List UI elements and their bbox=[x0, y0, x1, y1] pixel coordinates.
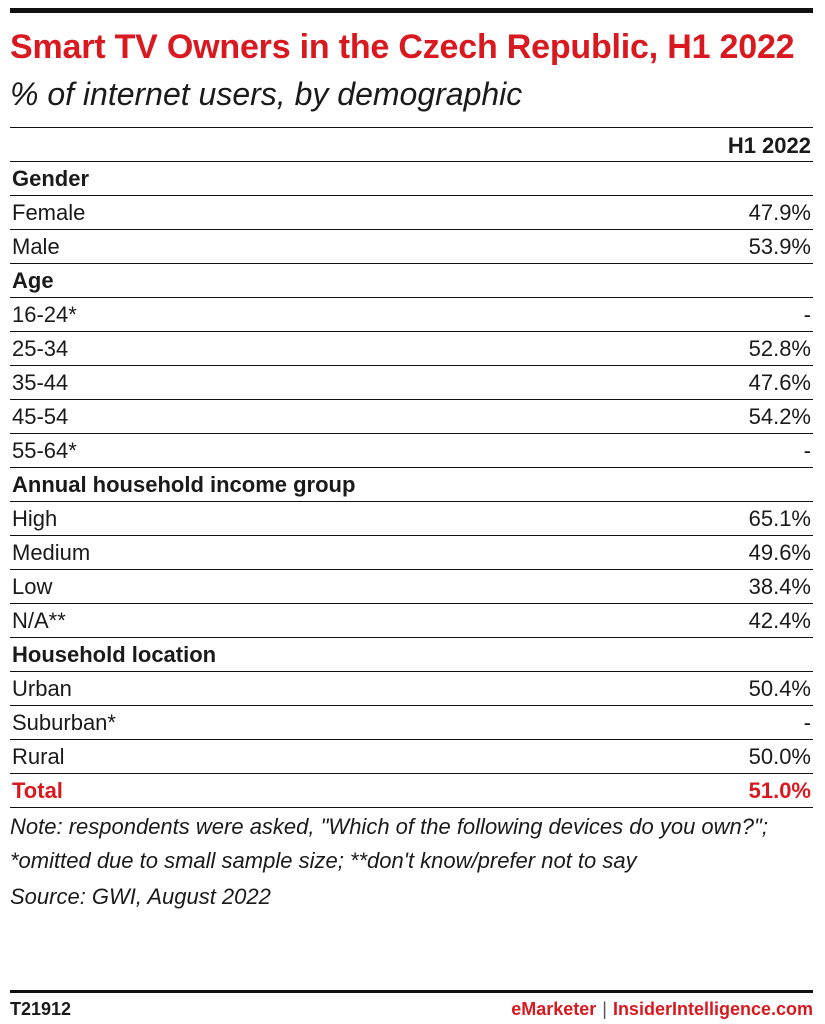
row-value: - bbox=[803, 302, 811, 327]
table-row: Rural 50.0% bbox=[10, 739, 813, 773]
table-row: 25-34 52.8% bbox=[10, 331, 813, 365]
chart-code: T21912 bbox=[10, 999, 72, 1019]
row-value: 38.4% bbox=[748, 574, 811, 599]
row-value: 47.9% bbox=[748, 200, 811, 225]
brand-separator: | bbox=[602, 999, 607, 1019]
row-value: 49.6% bbox=[748, 540, 811, 565]
row-label: High bbox=[12, 506, 58, 531]
note-text: Note: respondents were asked, "Which of … bbox=[10, 814, 768, 873]
row-value: - bbox=[803, 710, 811, 735]
table-row: Female 47.9% bbox=[10, 195, 813, 229]
group-label: Household location bbox=[12, 642, 217, 667]
group-header-row: Household location bbox=[10, 637, 813, 671]
table-row: 16-24* - bbox=[10, 297, 813, 331]
row-label: Low bbox=[12, 574, 53, 599]
source-text: Source: GWI, August 2022 bbox=[10, 884, 271, 909]
brand-emarketer: eMarketer bbox=[511, 999, 597, 1019]
total-value: 51.0% bbox=[748, 778, 811, 803]
table-row: 45-54 54.2% bbox=[10, 399, 813, 433]
row-label: Female bbox=[12, 200, 86, 225]
chart-subtitle: % of internet users, by demographic bbox=[10, 76, 523, 112]
table-row: Suburban* - bbox=[10, 705, 813, 739]
row-value: 54.2% bbox=[748, 404, 811, 429]
top-rule bbox=[10, 8, 813, 13]
total-row: Total 51.0% bbox=[10, 773, 813, 807]
row-label: Male bbox=[12, 234, 60, 259]
row-label: Medium bbox=[12, 540, 91, 565]
chart-container: Smart TV Owners in the Czech Republic, H… bbox=[10, 0, 813, 914]
column-header: H1 2022 bbox=[727, 133, 811, 158]
row-label: Suburban* bbox=[12, 710, 116, 735]
row-value: 47.6% bbox=[748, 370, 811, 395]
column-header-row: H1 2022 bbox=[10, 127, 813, 161]
row-label: 35-44 bbox=[12, 370, 69, 395]
group-label: Gender bbox=[12, 166, 90, 191]
group-header-row: Annual household income group bbox=[10, 467, 813, 501]
group-header-row: Age bbox=[10, 263, 813, 297]
table-row: Urban 50.4% bbox=[10, 671, 813, 705]
row-label: N/A** bbox=[12, 608, 66, 633]
row-value: 52.8% bbox=[748, 336, 811, 361]
row-label: 55-64* bbox=[12, 438, 77, 463]
table-body: Gender Female 47.9% Male 53.9% Age 16-24* - 25-3… bbox=[10, 161, 813, 773]
row-label: Urban bbox=[12, 676, 72, 701]
total-label: Total bbox=[12, 778, 63, 803]
note-rule bbox=[10, 807, 813, 808]
row-label: 16-24* bbox=[12, 302, 77, 327]
table-row: High 65.1% bbox=[10, 501, 813, 535]
group-label: Annual household income group bbox=[12, 472, 356, 497]
row-label: 25-34 bbox=[12, 336, 69, 361]
row-label: 45-54 bbox=[12, 404, 69, 429]
table-row: Medium 49.6% bbox=[10, 535, 813, 569]
brand: eMarketer | InsiderIntelligence.com bbox=[511, 999, 813, 1020]
table-row: Low 38.4% bbox=[10, 569, 813, 603]
row-value: - bbox=[803, 438, 811, 463]
table-row: Male 53.9% bbox=[10, 229, 813, 263]
row-value: 53.9% bbox=[748, 234, 811, 259]
group-header-row: Gender bbox=[10, 161, 813, 195]
row-value: 50.4% bbox=[748, 676, 811, 701]
chart-title: Smart TV Owners in the Czech Republic, H… bbox=[10, 28, 795, 66]
row-value: 65.1% bbox=[748, 506, 811, 531]
table-row: 35-44 47.6% bbox=[10, 365, 813, 399]
row-value: 42.4% bbox=[748, 608, 811, 633]
brand-insider: InsiderIntelligence.com bbox=[612, 999, 813, 1019]
table-row: N/A** 42.4% bbox=[10, 603, 813, 637]
row-value: 50.0% bbox=[748, 744, 811, 769]
table-row: 55-64* - bbox=[10, 433, 813, 467]
row-label: Rural bbox=[12, 744, 65, 769]
group-label: Age bbox=[12, 268, 54, 293]
footer: T21912 eMarketer | InsiderIntelligence.com bbox=[10, 990, 813, 1023]
